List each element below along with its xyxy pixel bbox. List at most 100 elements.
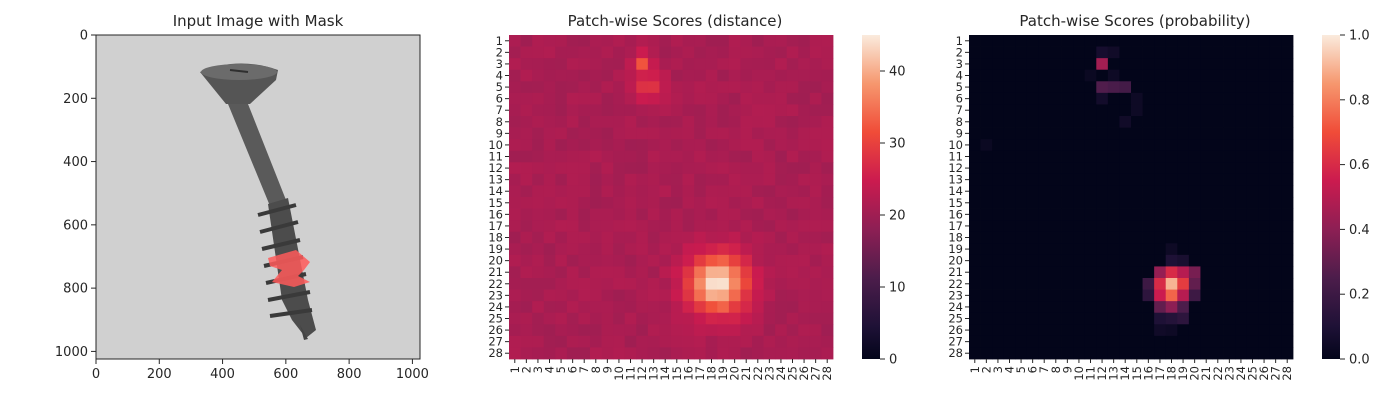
heatmap-cell [1073,139,1086,152]
heatmap-cell [590,139,602,152]
heatmap-cell [1061,324,1074,337]
heatmap-cell [798,347,811,360]
y-tick-label: 1 [956,34,963,48]
heatmap-cell [543,58,556,71]
heatmap-cell [520,335,533,348]
heatmap-cell [1223,185,1236,198]
heatmap-cell [1096,278,1109,290]
heatmap-cell [763,197,776,209]
heatmap-cell [763,81,776,94]
heatmap-cell [566,116,579,128]
heatmap-cell [1015,173,1028,186]
x-tick-label: 15 [1130,366,1144,381]
heatmap-cell [705,220,718,233]
heatmap-cell [682,116,695,128]
heatmap-cell [980,173,993,186]
heatmap-cell [763,289,776,302]
heatmap-cell [705,197,718,209]
heatmap-cell [740,173,753,186]
heatmap-cell [1281,220,1294,233]
heatmap-cell [1073,197,1086,209]
heatmap-cell [555,254,568,267]
heatmap-cell [1212,81,1224,94]
heatmap-cell [590,81,602,94]
heatmap-cell [1003,173,1016,186]
heatmap-cell [624,69,637,82]
heatmap-cell [1212,208,1224,221]
y-tick-label: 23 [488,288,503,302]
heatmap-cell [775,208,788,221]
heatmap-cell [694,173,707,186]
heatmap-cell [980,347,993,360]
heatmap-cell [1235,81,1248,94]
heatmap-cell [740,92,753,105]
heatmap-cell [1223,46,1236,59]
heatmap-cell [1073,220,1086,233]
heatmap-cell [671,335,683,348]
heatmap-cell [1177,289,1190,302]
x-tick-label: 25 [786,366,800,381]
x-tick-label: 13 [647,366,661,381]
heatmap-cell [1038,173,1051,186]
heatmap-cell [1142,301,1155,314]
heatmap-cell [590,46,602,59]
y-tick-label: 12 [488,161,503,175]
heatmap-cell [601,185,614,198]
heatmap-cell [682,335,695,348]
heatmap-cell [1212,254,1224,267]
heatmap-cell [969,116,981,128]
heatmap-cell [1084,312,1097,325]
heatmap-cell [509,150,521,163]
heatmap-cell [775,173,788,186]
heatmap-cell [1223,289,1236,302]
heatmap-cell [1200,104,1213,117]
heatmap-cell [1131,266,1143,279]
heatmap-cell [647,266,660,279]
heatmap-cell [1223,173,1236,186]
heatmap-cell [1165,104,1178,117]
heatmap-cell [659,150,672,163]
heatmap-cell [969,150,981,163]
heatmap-cell [1084,220,1097,233]
heatmap-cell [1119,81,1132,94]
heatmap-cell [1107,254,1120,267]
heatmap-cell [1131,104,1143,117]
heatmap-cell [543,220,556,233]
heatmap-cell [601,92,614,105]
heatmap-cell [1246,69,1259,82]
heatmap-cell [543,243,556,256]
heatmap-cell [1246,58,1259,71]
x-tick-label: 28 [1280,366,1294,381]
heatmap-cell [717,254,730,267]
heatmap-cell [1188,81,1201,94]
heatmap-cell [705,254,718,267]
heatmap-cell [636,46,649,59]
heatmap-cell [647,185,660,198]
heatmap-cell [1073,173,1086,186]
heatmap-cell [590,127,602,140]
heatmap-cell [1096,289,1109,302]
heatmap-cell [775,162,788,175]
y-tick-label: 5 [956,80,963,94]
heatmap-cell [1269,278,1282,290]
y-tick-label: 21 [488,265,503,279]
heatmap-cell [509,173,521,186]
heatmap-cell [752,347,764,360]
heatmap-cell [1096,162,1109,175]
heatmap-cell [786,289,799,302]
heatmap-cell [1073,243,1086,256]
heatmap-cell [1246,81,1259,94]
panel-probability-heatmap: Patch-wise Scores (probability) 12345678… [948,12,1369,381]
heatmap-cell [1269,92,1282,105]
heatmap-cell [1154,220,1167,233]
heatmap-cell [1177,58,1190,71]
heatmap-cell [1084,335,1097,348]
heatmap-cell [694,139,707,152]
heatmap-cell [1165,58,1178,71]
heatmap-cell [1177,69,1190,82]
x-tick-label: 9 [600,366,614,373]
heatmap-cell [671,312,683,325]
heatmap-cell [532,220,545,233]
colorbar-tick-label: 30 [889,137,906,152]
heatmap-cell [1096,104,1109,117]
